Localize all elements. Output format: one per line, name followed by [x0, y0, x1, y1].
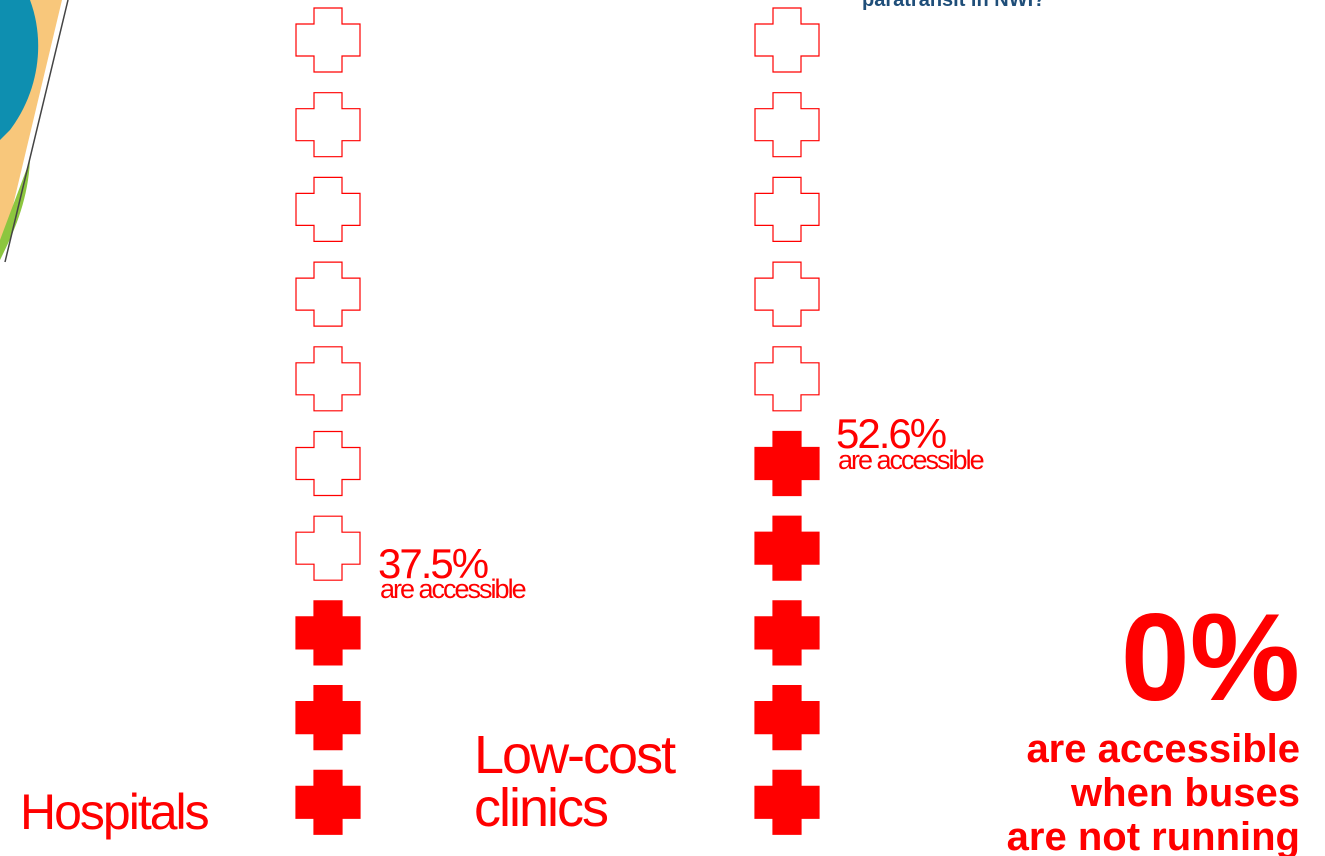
clinic-caption: are accessible	[838, 445, 984, 475]
cross-icon-filled	[295, 684, 361, 751]
cross-icon-outline	[295, 515, 361, 581]
cross-icon-outline	[295, 92, 361, 158]
icon-columns	[295, 7, 820, 835]
hospital-percent: 37.5%	[378, 540, 488, 587]
bus-caption: are not running	[1007, 815, 1300, 856]
decoration-line	[4, 0, 69, 263]
clinic-label: Low-cost	[474, 725, 676, 785]
hospital-caption: are accessible	[380, 574, 526, 604]
clinic-percent: 52.6%	[836, 410, 946, 457]
cross-icon-filled	[754, 430, 820, 497]
decoration-blue	[0, 0, 39, 140]
cross-icon-filled	[754, 515, 820, 581]
clinic-label: clinics	[474, 778, 608, 838]
bus-caption: when buses	[1070, 771, 1300, 815]
hospital-label: Hospitals	[20, 784, 209, 840]
cross-icon-outline	[754, 7, 820, 73]
cross-icon-outline	[295, 430, 361, 497]
cross-icon-outline	[754, 261, 820, 327]
cross-icon-outline	[295, 261, 361, 327]
cross-icon-outline	[295, 176, 361, 242]
cross-icon-outline	[295, 7, 361, 73]
cross-icon-outline	[295, 346, 361, 412]
cross-icon-outline	[754, 92, 820, 158]
bus-percent: 0%	[1121, 589, 1300, 727]
header-title: paratransit in NWI?	[862, 0, 1045, 11]
cross-icon-filled	[754, 684, 820, 751]
cross-icon-filled	[754, 769, 820, 835]
bus-caption: are accessible	[1026, 727, 1300, 771]
decoration-green	[0, 160, 30, 260]
decoration	[0, 0, 69, 263]
cross-icon-outline	[754, 346, 820, 412]
cross-icon-filled	[754, 600, 820, 666]
cross-icon-filled	[295, 769, 361, 835]
cross-icon-filled	[295, 600, 361, 666]
cross-icon-outline	[754, 176, 820, 242]
